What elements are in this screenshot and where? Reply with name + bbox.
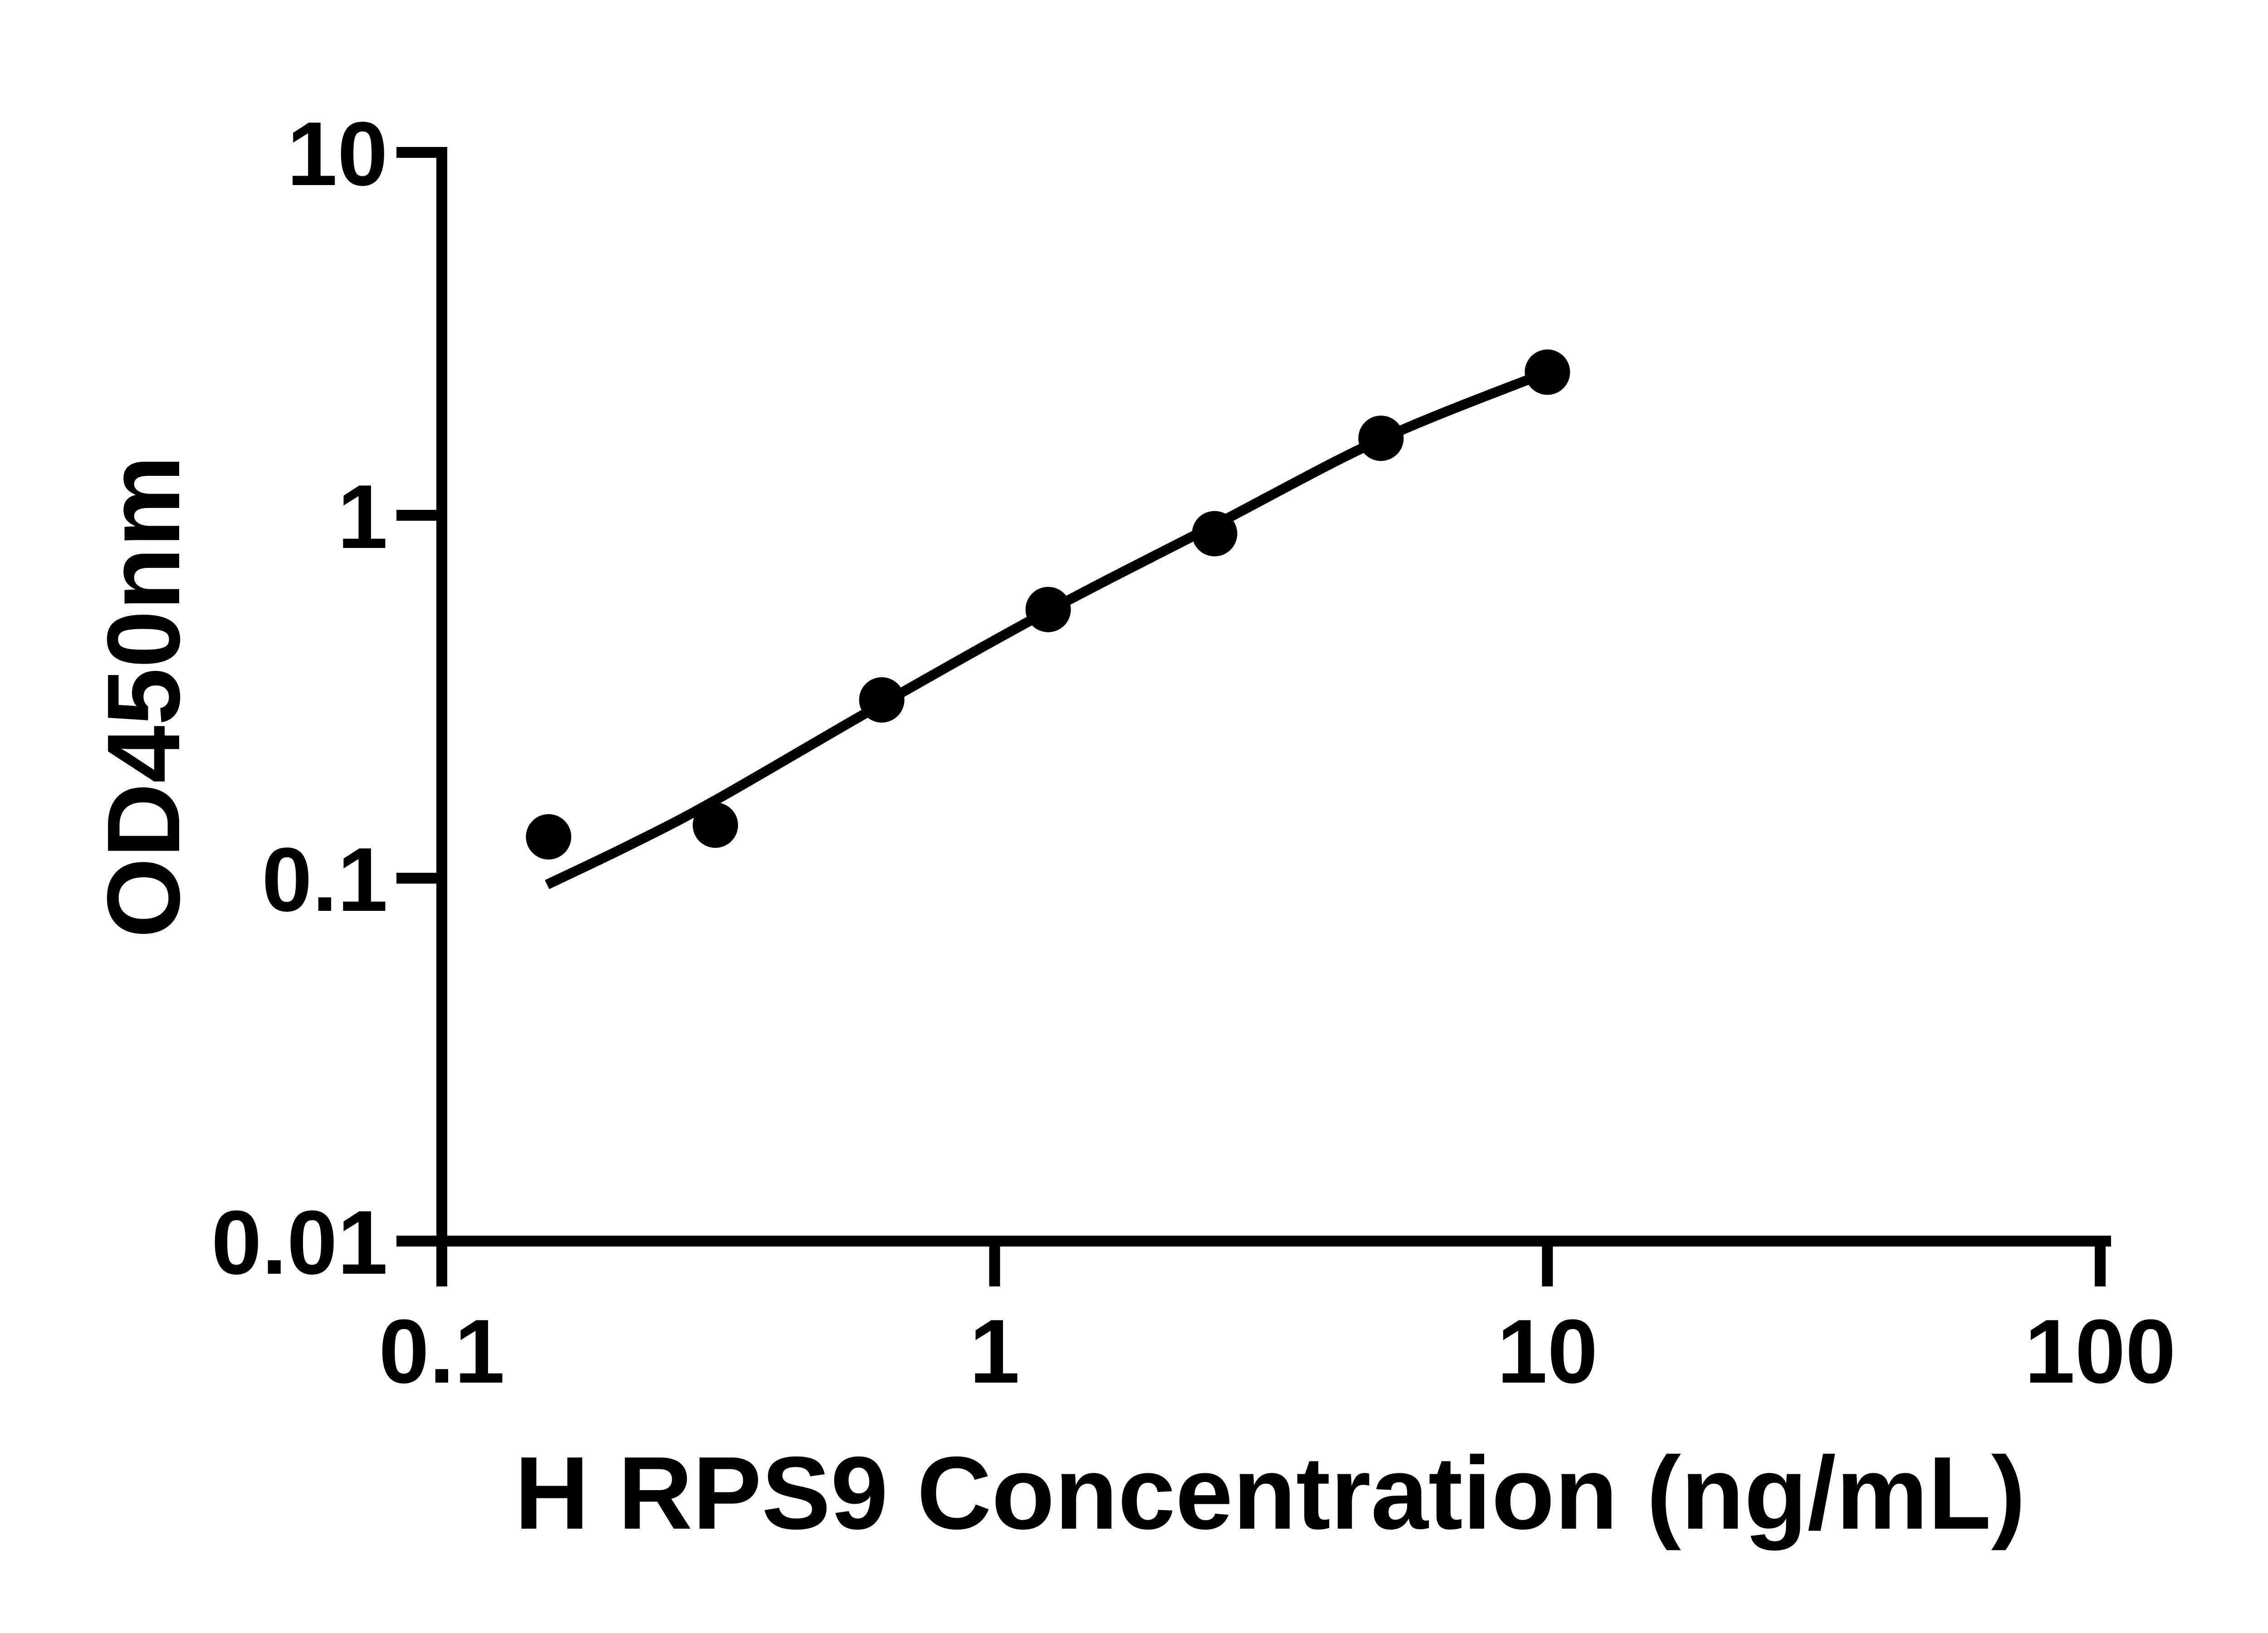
x-tick-label: 100 (2024, 1301, 2176, 1402)
x-tick-label: 0.1 (379, 1301, 505, 1402)
x-tick-label: 10 (1497, 1301, 1598, 1402)
axes-layer (396, 147, 2111, 1286)
data-point-marker (693, 802, 738, 848)
data-point-marker (1358, 416, 1404, 461)
data-point-marker (1025, 587, 1071, 632)
data-point-marker (859, 677, 904, 723)
data-points-layer (526, 349, 1570, 860)
y-tick-label: 10 (287, 103, 388, 205)
y-tick-label: 0.01 (211, 1192, 388, 1293)
data-point-marker (1192, 511, 1237, 557)
x-axis-title: H RPS9 Concentration (ng/mL) (514, 1436, 2025, 1551)
x-tick-label: 1 (969, 1301, 1020, 1402)
y-tick-label: 0.1 (262, 829, 388, 930)
y-axis-title: OD450nm (86, 455, 201, 938)
y-tick-label: 1 (337, 466, 388, 567)
data-point-marker (526, 814, 572, 860)
data-point-marker (1525, 349, 1570, 395)
